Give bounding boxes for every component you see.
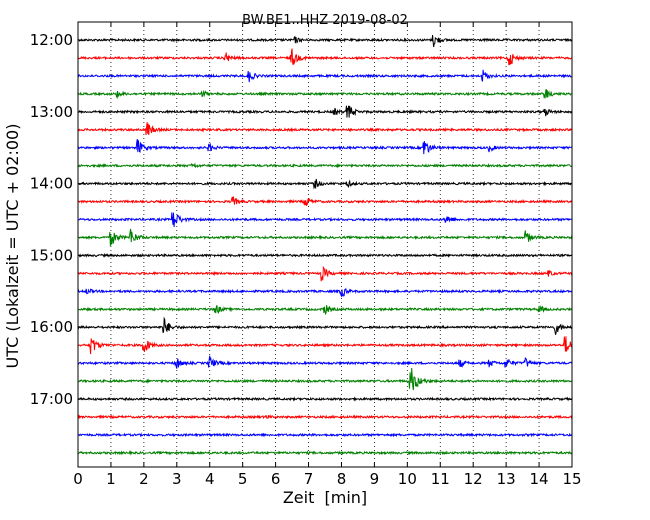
x-tick-label: 6 bbox=[271, 470, 281, 488]
x-tick-label: 1 bbox=[106, 470, 116, 488]
y-axis-label: UTC (Lokalzeit = UTC + 02:00) bbox=[3, 124, 22, 369]
y-tick-label: 12:00 bbox=[30, 31, 73, 49]
x-tick-label: 0 bbox=[73, 470, 83, 488]
x-tick-label: 7 bbox=[304, 470, 314, 488]
seismic-trace bbox=[77, 196, 573, 206]
seismic-trace bbox=[77, 88, 573, 100]
seismic-trace bbox=[77, 178, 573, 190]
x-tick-label: 8 bbox=[337, 470, 347, 488]
seismic-trace bbox=[77, 139, 573, 155]
seismic-trace bbox=[77, 212, 573, 227]
y-tick-label: 16:00 bbox=[30, 318, 73, 336]
seismic-trace bbox=[77, 228, 573, 247]
x-axis-ticks: 0 1 2 3 4 5 6 7 8 9 10 11 12 13 14 15 bbox=[73, 22, 582, 488]
seismic-trace bbox=[77, 450, 573, 456]
y-tick-label: 15:00 bbox=[30, 246, 73, 264]
vertical-grid bbox=[110, 22, 540, 467]
seismic-trace bbox=[77, 162, 573, 169]
x-tick-label: 14 bbox=[530, 470, 549, 488]
y-axis-ticks: 12:00 13:00 14:00 15:00 16:00 17:00 bbox=[30, 31, 572, 408]
seismic-trace bbox=[77, 265, 573, 282]
x-tick-label: 15 bbox=[562, 470, 581, 488]
plot-frame bbox=[77, 21, 573, 468]
seismic-trace bbox=[77, 34, 573, 48]
seismic-trace bbox=[77, 287, 573, 298]
x-axis-label: Zeit [min] bbox=[283, 488, 367, 507]
y-tick-label: 17:00 bbox=[30, 390, 73, 408]
x-tick-label: 12 bbox=[464, 470, 483, 488]
chart-title: BW.BE1..HHZ 2019-08-02 bbox=[242, 13, 408, 28]
x-tick-label: 2 bbox=[139, 470, 149, 488]
x-tick-label: 3 bbox=[172, 470, 182, 488]
seismic-trace bbox=[77, 122, 573, 136]
seismic-trace bbox=[77, 432, 573, 438]
x-tick-label: 10 bbox=[398, 470, 417, 488]
seismic-trace bbox=[77, 252, 573, 258]
seismic-trace bbox=[77, 69, 573, 83]
seismic-trace bbox=[77, 316, 573, 335]
seismic-trace bbox=[77, 355, 573, 369]
seismic-trace bbox=[77, 396, 573, 402]
x-tick-label: 5 bbox=[238, 470, 248, 488]
x-tick-label: 9 bbox=[370, 470, 380, 488]
x-tick-label: 13 bbox=[497, 470, 516, 488]
seismic-trace bbox=[77, 304, 573, 316]
seismic-trace bbox=[77, 336, 573, 355]
y-tick-label: 14:00 bbox=[30, 175, 73, 193]
seismic-trace bbox=[77, 414, 573, 420]
seismic-trace bbox=[77, 368, 573, 391]
x-tick-label: 4 bbox=[205, 470, 215, 488]
x-tick-label: 11 bbox=[431, 470, 450, 488]
y-tick-label: 13:00 bbox=[30, 103, 73, 121]
seismic-trace bbox=[77, 48, 573, 66]
seismic-trace bbox=[77, 105, 573, 118]
trace-group bbox=[77, 34, 573, 456]
